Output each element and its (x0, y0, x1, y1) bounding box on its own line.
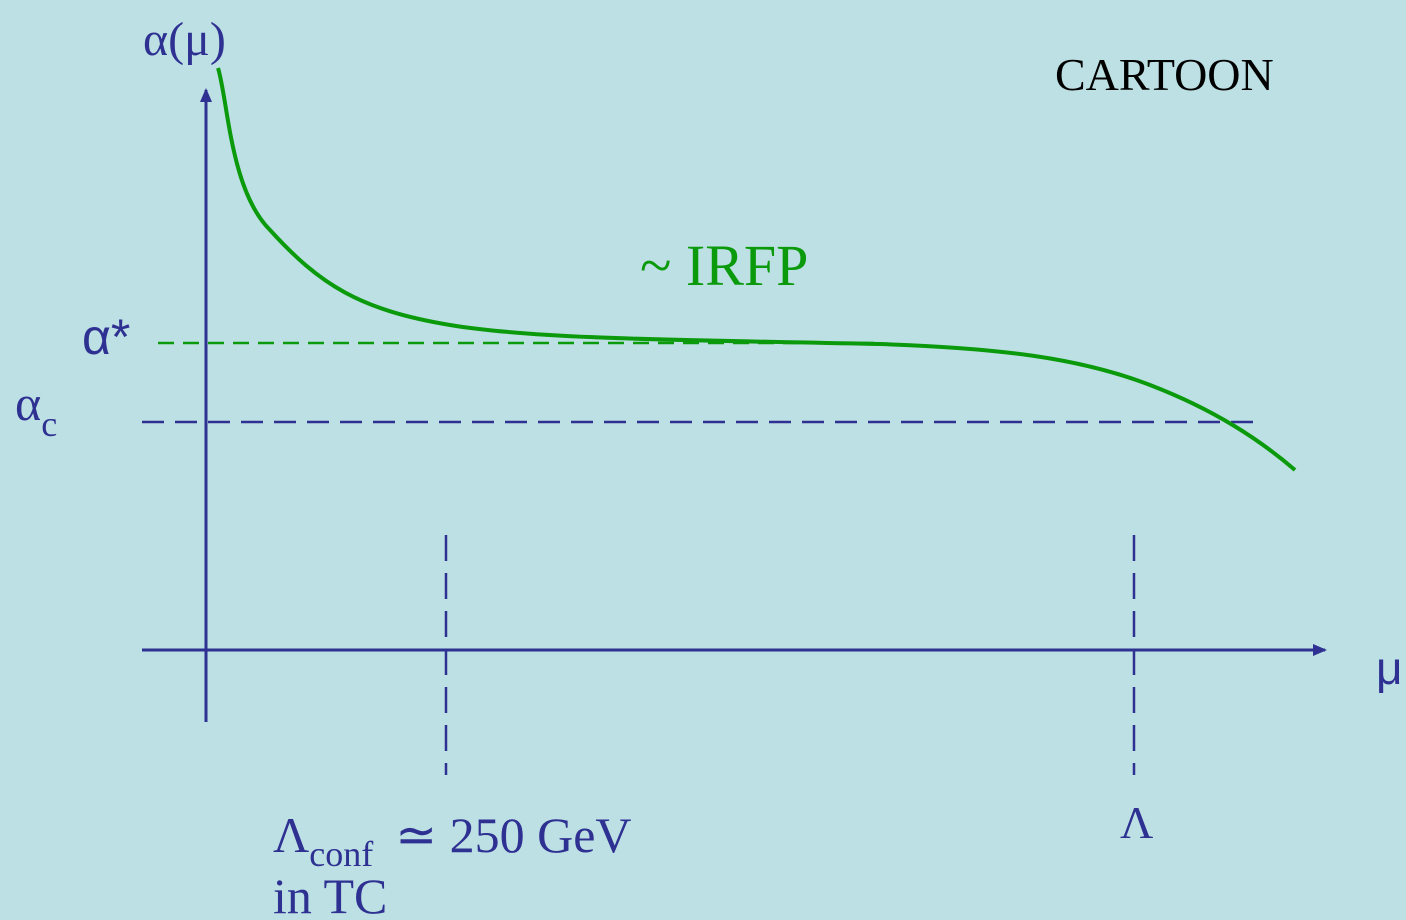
lambda-conf-value: ≃ 250 GeV (395, 807, 631, 863)
x-axis-label: μ (1376, 642, 1403, 694)
alpha-c-subscript: c (41, 404, 57, 444)
lambda-conf-context: in TC (273, 868, 387, 920)
curve-label: ~ IRFP (640, 233, 808, 298)
y-axis-label: α(μ) (143, 13, 226, 66)
alpha-c-label: αc (15, 375, 57, 444)
lambda-label: Λ (1120, 797, 1153, 848)
alpha-star-label: α* (82, 309, 130, 365)
alpha-c-symbol: α (15, 375, 41, 431)
lambda-conf-label: Λconf ≃ 250 GeV (273, 807, 632, 874)
note: CARTOON (1055, 49, 1274, 100)
lambda-conf-subscript: conf (309, 834, 373, 874)
coupling-curve (216, 67, 1297, 472)
lambda-conf-symbol: Λ (273, 807, 309, 863)
